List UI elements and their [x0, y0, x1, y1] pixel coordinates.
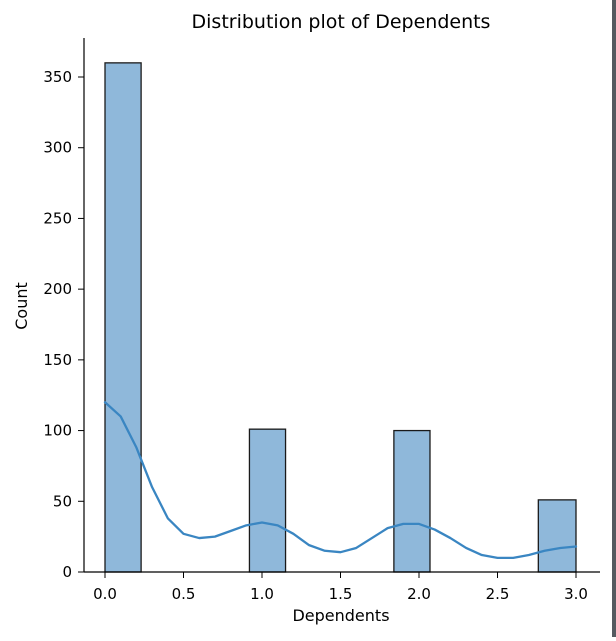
y-tick-label-2: 50: [53, 492, 72, 510]
y-tick-label-1: 0: [62, 563, 72, 581]
histogram-bar-5: [248, 428, 287, 573]
x-tick-label-6: 2.5: [486, 585, 510, 603]
chart-title: Distribution plot of Dependents: [192, 11, 491, 33]
y-tick-label-3: 100: [43, 422, 72, 440]
histogram-bar-9: [393, 429, 431, 573]
x-axis-label: Dependents: [292, 606, 389, 625]
kde-line: [103, 401, 578, 560]
x-tick-label-1: 0.0: [93, 585, 117, 603]
bars-layer: [104, 62, 577, 573]
y-tick-label-5: 200: [43, 280, 72, 298]
y-axis-label: Count: [12, 282, 31, 330]
x-tick-label-4: 1.5: [329, 585, 353, 603]
y-tick-label-4: 150: [43, 351, 72, 369]
y-tick-label-7: 300: [43, 139, 72, 157]
x-tick-label-2: 0.5: [172, 585, 196, 603]
ticks-layer: 0.0 0.5 1.0 1.5 2.0 2.5 3.0 0 50 100 150 200 250 300 3…: [43, 68, 588, 603]
x-tick-label-3: 1.0: [250, 585, 274, 603]
histogram-bar-1: [104, 62, 142, 573]
x-tick-label-5: 2.0: [407, 585, 431, 603]
histogram-bar-13: [537, 499, 577, 573]
x-tick-label-7: 3.0: [564, 585, 588, 603]
y-tick-label-6: 250: [43, 209, 72, 227]
y-tick-label-8: 350: [43, 68, 72, 86]
axes-layer: [83, 38, 600, 573]
right-edge-bar: [612, 0, 616, 637]
